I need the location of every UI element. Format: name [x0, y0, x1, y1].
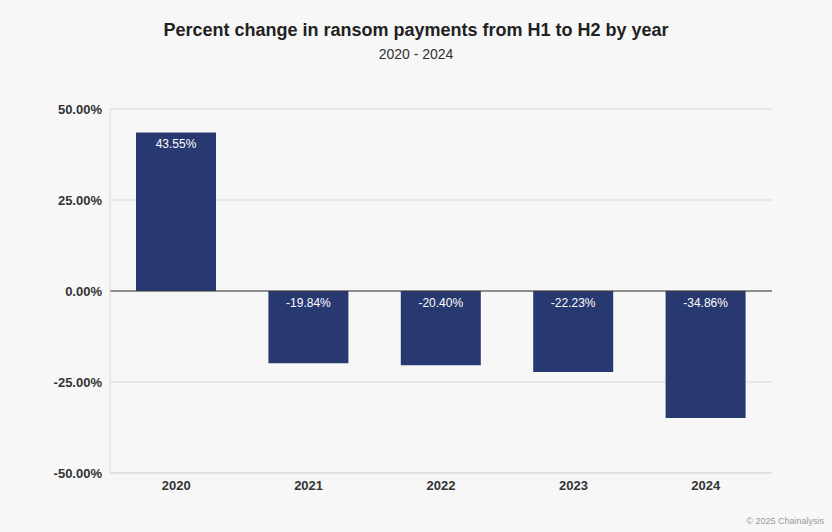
svg-text:43.55%: 43.55%	[156, 137, 197, 151]
svg-text:-25.00%: -25.00%	[54, 375, 103, 390]
svg-text:50.00%: 50.00%	[58, 102, 103, 117]
svg-text:-34.86%: -34.86%	[683, 296, 728, 310]
svg-text:2021: 2021	[294, 478, 323, 493]
svg-text:-19.84%: -19.84%	[286, 296, 331, 310]
svg-text:2023: 2023	[559, 478, 588, 493]
svg-text:-22.23%: -22.23%	[551, 296, 596, 310]
svg-text:-50.00%: -50.00%	[54, 466, 103, 481]
html-text:© 2025 Chainalysis: © 2025 Chainalysis	[746, 516, 824, 526]
html-text:Percent change in ransom payme: Percent change in ransom payments from H…	[163, 20, 669, 40]
html-text:2020 - 2024: 2020 - 2024	[378, 46, 454, 62]
svg-text:2024: 2024	[691, 478, 721, 493]
svg-text:2022: 2022	[427, 478, 456, 493]
svg-text:2020: 2020	[162, 478, 191, 493]
svg-text:0.00%: 0.00%	[65, 284, 102, 299]
svg-text:25.00%: 25.00%	[58, 193, 103, 208]
svg-text:-20.40%: -20.40%	[418, 296, 463, 310]
